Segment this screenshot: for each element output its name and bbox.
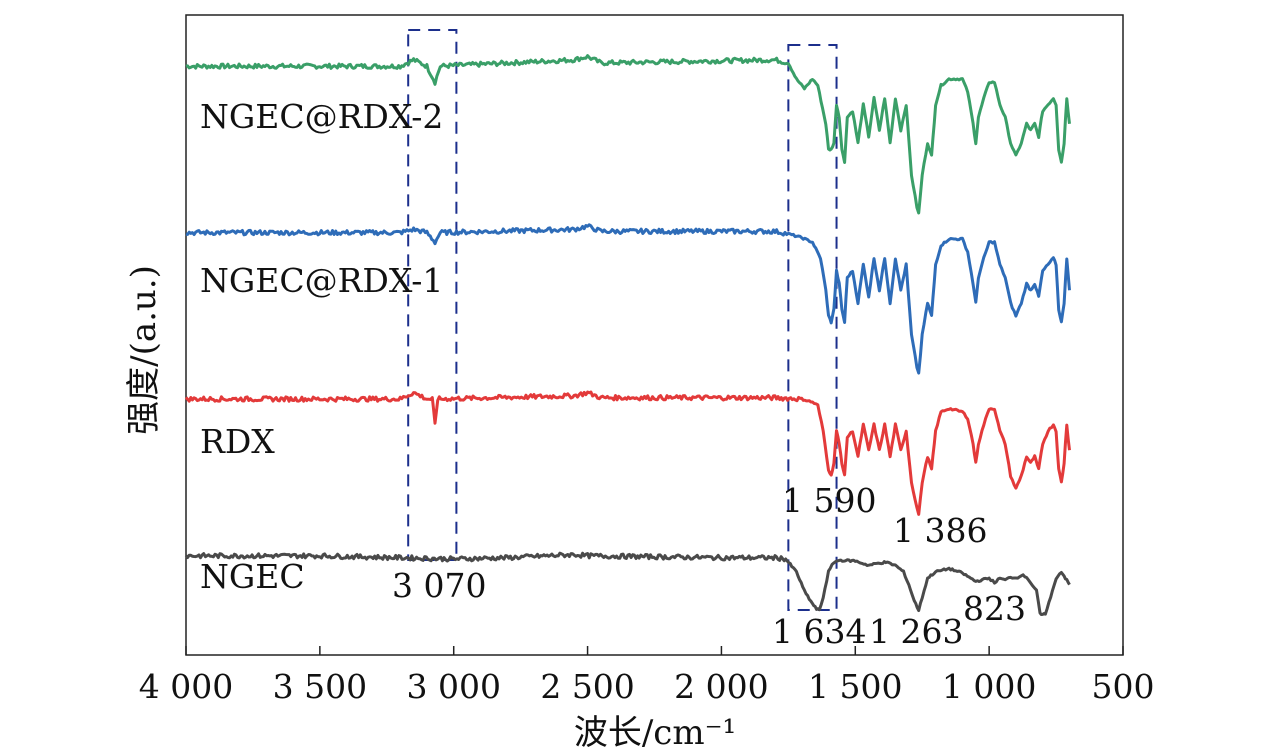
x-tick-label: 500 — [1092, 667, 1155, 706]
series-line-ngec-rdx-2 — [185, 54, 1071, 215]
series-label-rdx: RDX — [200, 422, 275, 461]
x-tick-label: 4 000 — [139, 667, 233, 706]
highlight-boxes — [407, 29, 838, 611]
series-line-ngec — [184, 551, 1071, 616]
plot-frame — [185, 14, 1124, 656]
annotation-1634: 1 634 — [772, 612, 866, 651]
x-tick-label: 3 000 — [406, 667, 500, 706]
series-label-ngec-rdx-2: NGEC@RDX-2 — [200, 97, 443, 136]
highlight-box — [787, 44, 838, 611]
annotation-1590: 1 590 — [782, 481, 876, 520]
annotation-1386: 1 386 — [893, 511, 987, 550]
annotation-823: 823 — [963, 589, 1026, 628]
x-tick-label: 2 000 — [674, 667, 768, 706]
x-ticks: 4 000 3 500 3 000 2 500 2 000 1 500 1 000 500 — [139, 646, 1155, 706]
series-line-rdx — [184, 390, 1071, 516]
annotation-3070: 3 070 — [392, 566, 486, 605]
series-group — [184, 54, 1071, 616]
x-tick-label: 2 500 — [540, 667, 634, 706]
x-tick-label: 1 000 — [942, 667, 1036, 706]
series-label-ngec: NGEC — [200, 557, 305, 596]
x-tick-label: 1 500 — [808, 667, 902, 706]
series-line-ngec-rdx-1 — [185, 223, 1071, 375]
x-tick-label: 3 500 — [273, 667, 367, 706]
series-label-ngec-rdx-1: NGEC@RDX-1 — [200, 261, 443, 300]
y-axis-label: 强度/(a.u.) — [124, 265, 164, 435]
annotation-1263: 1 263 — [869, 612, 963, 651]
x-axis-label: 波长/cm⁻¹ — [574, 713, 736, 753]
